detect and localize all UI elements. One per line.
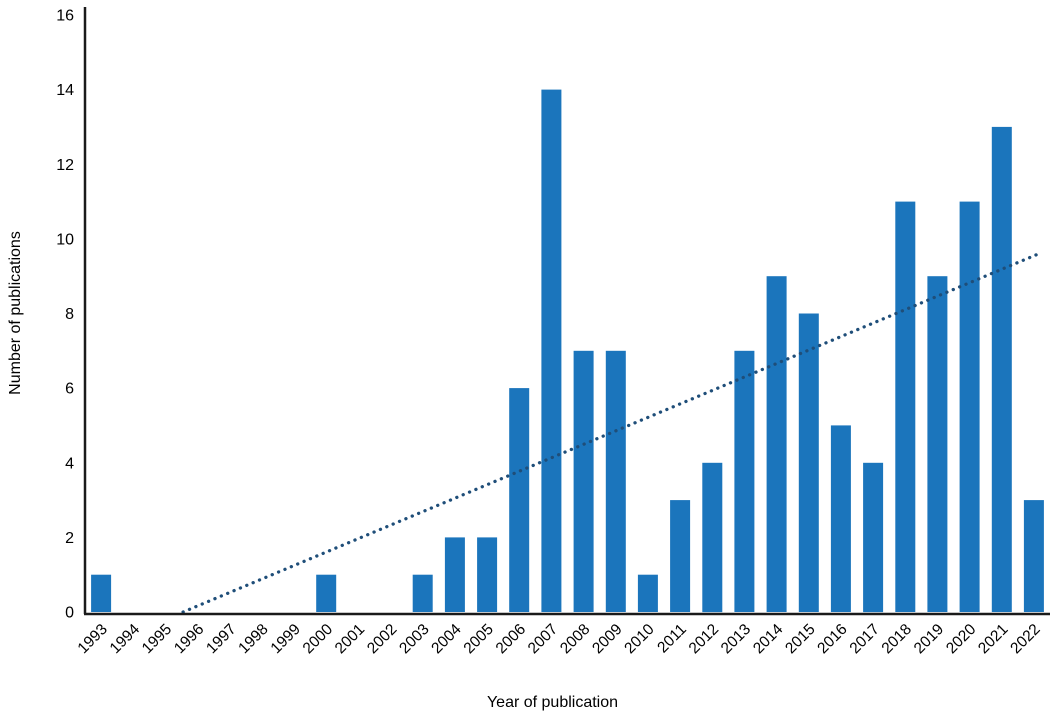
bar-2022 xyxy=(1023,500,1044,612)
bar-2018 xyxy=(895,201,916,612)
bar-2009 xyxy=(605,350,626,612)
x-axis-title: Year of publication xyxy=(486,694,619,711)
x-tick-label-2020: 2020 xyxy=(943,621,980,658)
y-tick-label: 16 xyxy=(56,8,74,25)
bar-2004 xyxy=(444,537,465,612)
x-tick-label-1998: 1998 xyxy=(235,621,271,657)
x-tick-label-1995: 1995 xyxy=(139,621,175,657)
bar-2016 xyxy=(830,425,851,612)
x-tick-label-2017: 2017 xyxy=(847,621,883,657)
y-tick-label: 10 xyxy=(56,231,74,248)
y-tick-label: 6 xyxy=(65,381,74,398)
bar-2003 xyxy=(412,574,433,612)
bar-2021 xyxy=(991,126,1012,613)
trendline xyxy=(181,252,1041,614)
x-tick-label-2009: 2009 xyxy=(589,621,625,657)
x-tick-label-2000: 2000 xyxy=(300,621,337,658)
x-tick-label-2016: 2016 xyxy=(814,621,850,657)
x-tick-label-2007: 2007 xyxy=(525,621,561,657)
bar-2013 xyxy=(734,350,755,612)
y-tick-label: 2 xyxy=(65,530,74,547)
x-tick-label-2002: 2002 xyxy=(364,621,400,657)
y-tick-label: 14 xyxy=(56,82,74,99)
y-tick-label: 4 xyxy=(65,455,74,472)
bar-2012 xyxy=(702,462,723,613)
x-tick-label-2001: 2001 xyxy=(332,621,368,657)
x-tick-label-1996: 1996 xyxy=(171,621,207,657)
bar-2011 xyxy=(670,500,691,612)
bar-2014 xyxy=(766,276,787,612)
x-tick-label-2006: 2006 xyxy=(493,621,529,657)
x-tick-label-2022: 2022 xyxy=(1007,621,1043,657)
x-tick-label-2005: 2005 xyxy=(461,621,497,657)
y-tick-label: 0 xyxy=(65,605,74,622)
x-tick-label-1999: 1999 xyxy=(268,621,304,657)
x-tick-label-1997: 1997 xyxy=(203,621,239,657)
bar-2015 xyxy=(798,313,819,612)
y-tick-label: 12 xyxy=(56,157,74,174)
bar-2008 xyxy=(573,350,594,612)
x-tick-label-2018: 2018 xyxy=(879,621,915,657)
x-tick-label-2013: 2013 xyxy=(718,621,754,657)
bar-2000 xyxy=(316,574,337,612)
x-tick-label-2004: 2004 xyxy=(428,621,465,658)
x-tick-label-2015: 2015 xyxy=(782,621,818,657)
bar-2019 xyxy=(927,276,948,612)
y-tick-label: 8 xyxy=(65,306,74,323)
x-tick-label-1993: 1993 xyxy=(75,621,111,657)
bar-2005 xyxy=(477,537,498,612)
bar-2017 xyxy=(863,462,884,613)
x-tick-label-2012: 2012 xyxy=(686,621,722,657)
bar-2007 xyxy=(541,89,562,613)
x-tick-label-2014: 2014 xyxy=(750,621,787,658)
bar-2006 xyxy=(509,388,530,612)
x-tick-label-1994: 1994 xyxy=(107,621,144,658)
x-tick-label-2008: 2008 xyxy=(557,621,593,657)
x-tick-label-2010: 2010 xyxy=(621,621,658,658)
bar-2020 xyxy=(959,201,980,612)
x-tick-label-2019: 2019 xyxy=(911,621,947,657)
x-tick-label-2003: 2003 xyxy=(396,621,432,657)
x-tick-label-2021: 2021 xyxy=(975,621,1011,657)
x-tick-label-2011: 2011 xyxy=(654,621,690,657)
bar-1993 xyxy=(91,574,112,612)
bar-2010 xyxy=(637,574,658,612)
